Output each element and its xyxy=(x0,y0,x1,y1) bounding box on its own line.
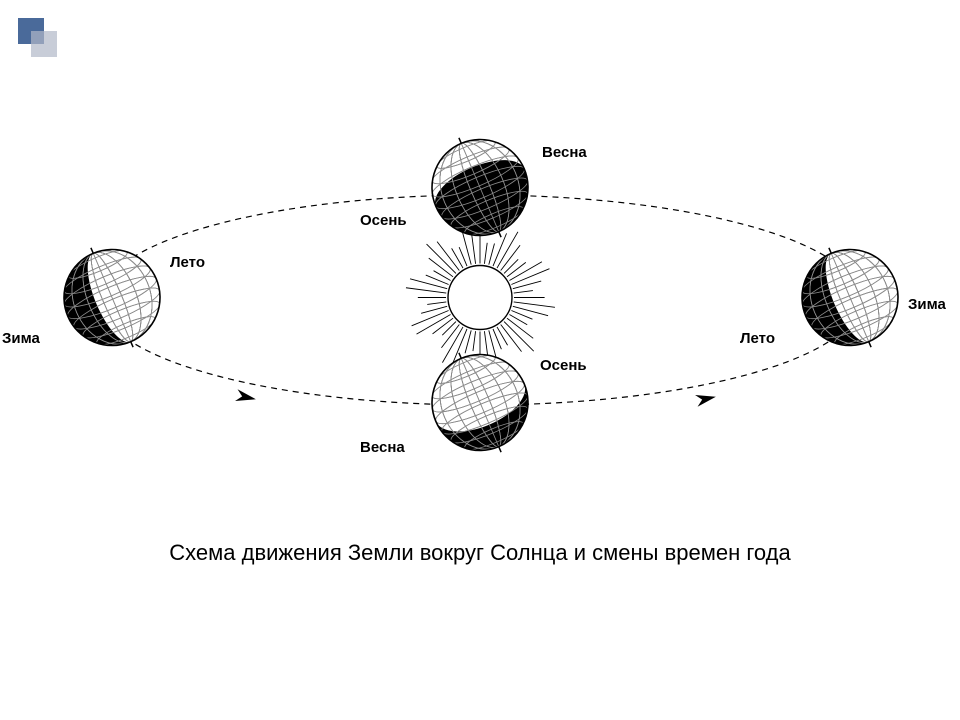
earth-globe-bottom xyxy=(428,351,532,460)
season-label: Осень xyxy=(360,212,407,229)
season-label: Зима xyxy=(908,296,946,313)
season-label: Осень xyxy=(540,357,587,374)
earth-globe-top xyxy=(428,136,532,245)
season-label: Лето xyxy=(170,254,205,271)
deco-square-light xyxy=(31,31,57,57)
earth-globe-left xyxy=(60,246,164,355)
season-label: Зима xyxy=(2,330,40,347)
season-label: Весна xyxy=(360,439,405,456)
diagram-caption: Схема движения Земли вокруг Солнца и сме… xyxy=(0,540,960,566)
seasons-diagram: ЛетоЗимаВеснаОсеньЛетоЗимаОсеньВесна xyxy=(50,130,910,470)
season-label: Весна xyxy=(542,144,587,161)
season-label: Лето xyxy=(740,330,775,347)
earth-globe-right xyxy=(798,246,902,355)
